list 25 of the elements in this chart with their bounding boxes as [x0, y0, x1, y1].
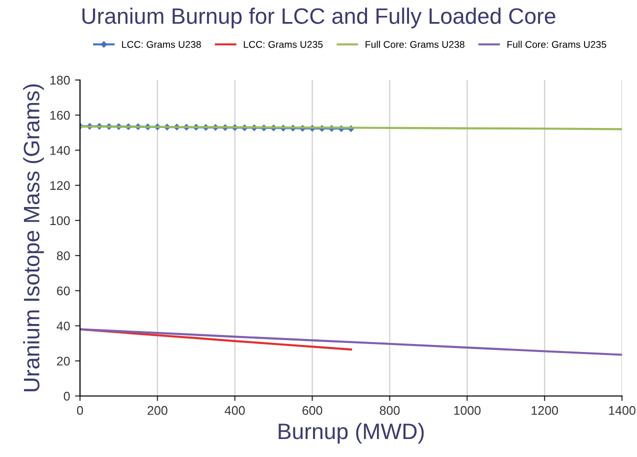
y-tick-label: 80: [56, 251, 70, 260]
y-tick-label: 140: [50, 146, 70, 155]
x-tick-label: 200: [148, 406, 168, 415]
x-tick-label: 1400: [609, 406, 636, 415]
y-tick-label: 20: [57, 356, 70, 366]
y-tick-label: 100: [50, 216, 70, 226]
chart-title: Uranium Burnup for LCC and Fully Loaded Core: [82, 8, 556, 28]
legend-label: Full Core: Grams U235: [507, 40, 606, 48]
y-tick-label: 160: [50, 110, 70, 120]
legend-label: LCC: Grams U238: [122, 41, 201, 48]
x-axis-title: Burnup (MWD): [278, 422, 424, 444]
y-tick-label: 40: [56, 322, 70, 330]
x-tick-label: 1200: [532, 406, 558, 415]
x-tick-label: 1000: [454, 406, 481, 415]
y-tick-label: 120: [50, 181, 70, 190]
x-tick-label: 600: [302, 406, 322, 415]
y-tick-label: 180: [50, 76, 70, 85]
x-tick-label: 0: [77, 406, 83, 415]
x-tick-label: 400: [224, 406, 245, 415]
x-tick-label: 800: [380, 406, 400, 415]
y-tick-label: 60: [57, 286, 70, 296]
legend-label: Full Core: Grams U238: [366, 40, 464, 48]
y-tick-label: 0: [64, 392, 70, 401]
legend-label: LCC: Grams U235: [244, 41, 323, 48]
y-axis-title: Uranium Isotope Mass (Grams): [23, 84, 44, 392]
